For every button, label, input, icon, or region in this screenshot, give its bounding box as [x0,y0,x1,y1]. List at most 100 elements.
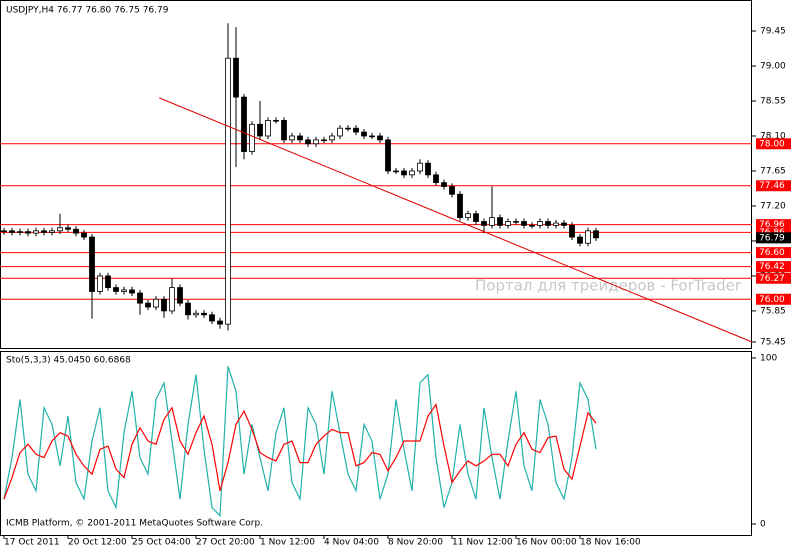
candle-body [281,120,287,141]
candle-body [377,135,383,141]
candle-body [297,135,303,141]
candle-body [401,170,407,176]
candle-body [369,135,375,138]
candle-body [337,127,343,137]
candle-body [105,275,111,288]
candle-body [321,139,327,142]
level-label-box [756,247,791,259]
candle-body [257,123,263,137]
x-tick-label: 25 Oct 04:00 [132,538,191,548]
candle-body [289,135,295,141]
stoch-line [3,402,597,500]
candle-body [33,230,39,234]
candle-body [385,139,391,172]
candle-body [545,221,551,226]
candle-body [185,302,191,316]
candle-body [49,230,55,233]
x-tick-label: 18 Nov 16:00 [580,538,641,548]
last-price-label: 76.79 [759,233,785,243]
candle-body [361,131,367,137]
y-tick-label: 79.45 [760,27,786,37]
level-label: 78.00 [759,139,785,149]
candle-body [265,120,271,137]
candle-body [273,120,279,122]
y-tick-label: 79.00 [760,62,786,72]
candle-body [481,221,487,226]
candle-body [81,232,87,238]
candle-body [553,222,559,226]
y-tick-label: 75.85 [760,306,786,316]
level-label-box [756,180,791,192]
candle-body [41,230,47,233]
y-tick-label: 77.65 [760,166,786,176]
level-label: 76.60 [759,248,785,258]
candle-body [241,96,247,152]
y-tick-label: 100 [760,353,777,363]
candle-body [353,127,359,133]
y-tick-label: 0 [760,520,766,530]
candle-body [145,302,151,308]
level-label: 76.27 [759,274,785,284]
candle-body [17,231,23,233]
footer: ICMB Platform, © 2001-2011 MetaQuotes So… [6,519,263,529]
candle-body [569,224,575,238]
candle-body [393,170,399,173]
stoch-panel-frame [0,351,752,536]
trendline [159,97,753,343]
candle-body [161,298,167,312]
candle-body [153,298,159,308]
candle-body [313,139,319,145]
candle-body [249,123,255,152]
candle-body [169,287,175,312]
candle-body [137,292,143,304]
candle-body [225,57,231,325]
candle-body [457,193,463,219]
level-label: 76.00 [759,295,785,305]
candle-body [521,221,527,226]
level-label-box [756,293,791,305]
level-label-box [756,272,791,284]
candle-body [89,236,95,292]
candle-body [57,227,63,232]
candle-body [129,289,135,294]
candle-body [585,230,591,244]
stoch-line [3,366,597,518]
candle-body [497,217,503,226]
candle-body [345,127,351,130]
candle-body [97,275,103,292]
candle-body [65,227,71,230]
candle-body [217,320,223,325]
candle-body [121,289,127,292]
candle-body [489,217,495,226]
candle-body [113,287,119,292]
candle-body [529,224,535,227]
candle-body [73,228,79,234]
level-label-box [756,261,791,273]
x-tick-label: 4 Nov 04:00 [324,538,379,548]
candle-body [577,236,583,244]
level-label: 76.42 [759,262,785,272]
level-label-box [756,138,791,150]
candle-body [409,170,415,176]
candle-body [9,230,15,233]
price-panel-frame [0,0,752,349]
last-price-box [756,232,791,244]
x-tick-label: 1 Nov 12:00 [260,538,315,548]
x-tick-label: 11 Nov 12:00 [452,538,513,548]
candle-body [561,222,567,226]
candle-body [233,57,239,98]
y-tick-label: 78.55 [760,96,786,106]
candle-body [329,135,335,141]
level-label-box [756,219,791,231]
y-tick-label: 77.20 [760,201,786,211]
candle-body [473,213,479,222]
candle-body [209,314,215,322]
candle-body [505,221,511,226]
candle-body [441,182,447,187]
candle-body [305,139,311,145]
x-tick-label: 16 Nov 00:00 [516,538,577,548]
x-tick-label: 17 Oct 2011 [4,538,60,548]
x-tick-label: 8 Nov 20:00 [388,538,443,548]
